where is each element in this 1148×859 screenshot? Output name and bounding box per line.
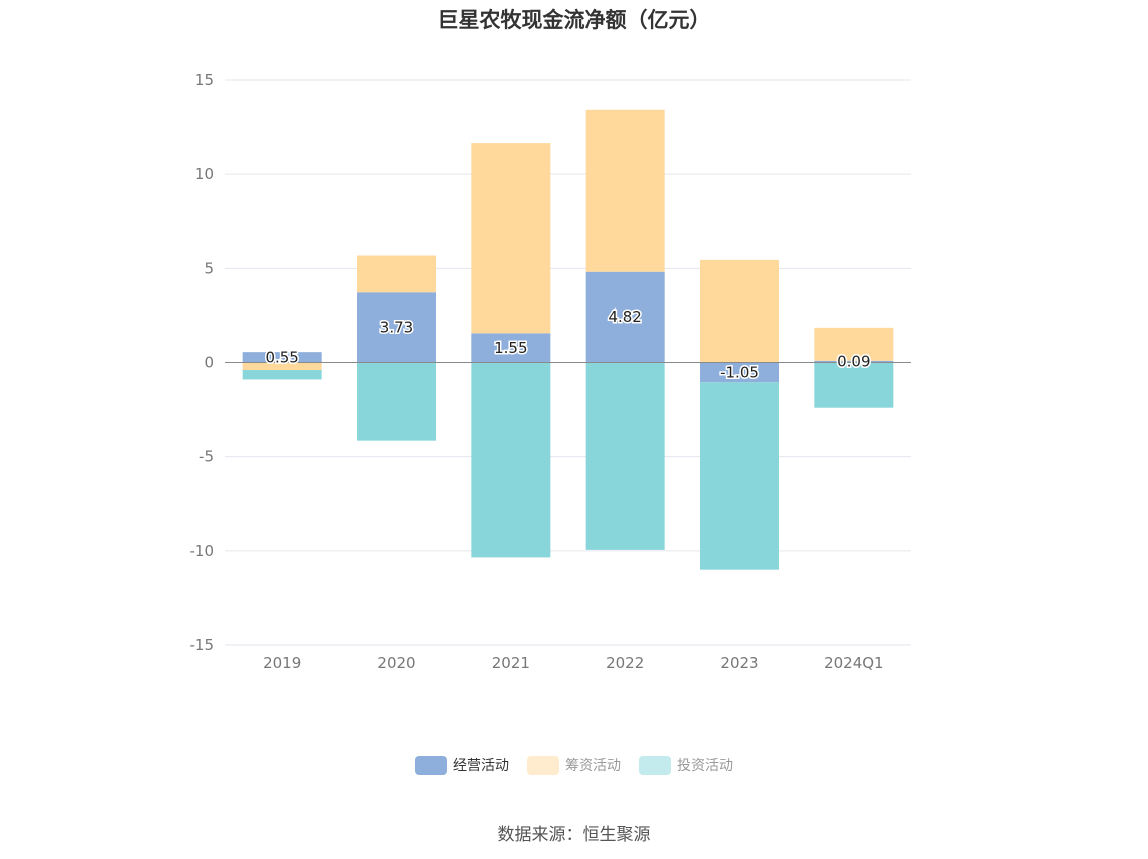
bar-3-2022 xyxy=(585,362,665,550)
legend-swatch xyxy=(527,755,559,775)
x-tick-label: 2019 xyxy=(263,654,301,672)
x-axis-tick-labels: 2019 2020 2021 2022 2023 2024Q1 xyxy=(263,654,884,672)
x-tick-label: 2022 xyxy=(606,654,644,672)
bar-1-2024Q1 xyxy=(814,360,894,363)
bar-3-2020 xyxy=(357,362,436,441)
legend-item[interactable]: 投资活动 xyxy=(639,755,733,775)
y-tick-label: 10 xyxy=(195,165,214,183)
legend-item[interactable]: 经营活动 xyxy=(415,755,509,775)
data-label: 0.55 xyxy=(265,348,298,366)
chart-title: 巨星农牧现金流净额（亿元） xyxy=(437,8,711,32)
bar-3-2023 xyxy=(700,382,779,570)
y-tick-label: -15 xyxy=(190,636,215,654)
y-tick-label: 15 xyxy=(195,71,214,89)
data-label: 0.09 xyxy=(837,353,870,371)
legend-label: 经营活动 xyxy=(453,758,509,774)
bar-1-2020 xyxy=(357,292,436,363)
bar-2-2022 xyxy=(585,109,665,272)
grid-lines xyxy=(225,79,911,646)
bar-1-2022 xyxy=(585,271,665,363)
legend: 经营活动 筹资活动 投资活动 xyxy=(0,755,1148,775)
data-label: -1.05 xyxy=(720,363,759,381)
x-tick-label: 2021 xyxy=(492,654,530,672)
bar-1-2021 xyxy=(471,333,551,363)
x-tick-label: 2023 xyxy=(720,654,758,672)
bar-3-2024Q1 xyxy=(814,362,894,408)
legend-swatch xyxy=(415,755,447,775)
data-source: 数据来源：恒生聚源 xyxy=(497,825,651,845)
bar-2-2021 xyxy=(471,143,551,334)
data-label: 4.82 xyxy=(608,308,641,326)
x-tick-label: 2020 xyxy=(377,654,415,672)
bar-2-2019 xyxy=(242,362,322,371)
data-labels: 0.55 3.73 1.55 4.82 -1.05 0.09 xyxy=(264,307,872,383)
bars xyxy=(242,109,894,570)
bar-2-2023 xyxy=(700,259,779,363)
bar-1-2019 xyxy=(242,352,322,363)
data-label: 1.55 xyxy=(494,339,527,357)
y-axis-tick-labels: 15 10 5 0 -5 -10 -15 xyxy=(190,71,215,654)
bar-1-2023 xyxy=(700,362,779,383)
legend-swatch xyxy=(639,755,671,775)
data-label: 3.73 xyxy=(380,318,413,336)
bar-3-2019 xyxy=(242,370,322,380)
y-tick-label: -10 xyxy=(190,542,215,560)
legend-label: 筹资活动 xyxy=(565,758,621,774)
legend-label: 投资活动 xyxy=(677,758,733,774)
x-tick-label: 2024Q1 xyxy=(824,654,884,672)
legend-item[interactable]: 筹资活动 xyxy=(527,755,621,775)
y-tick-label: -5 xyxy=(199,448,214,466)
y-tick-label: 5 xyxy=(204,259,214,277)
bar-3-2021 xyxy=(471,362,551,558)
bar-2-2024Q1 xyxy=(814,327,894,361)
stacked-bar-chart: 15 10 5 0 -5 -10 -15 2019 2020 2021 2022 2023 2024Q… xyxy=(190,71,911,672)
bar-2-2020 xyxy=(357,255,436,293)
y-tick-label: 0 xyxy=(204,354,214,372)
